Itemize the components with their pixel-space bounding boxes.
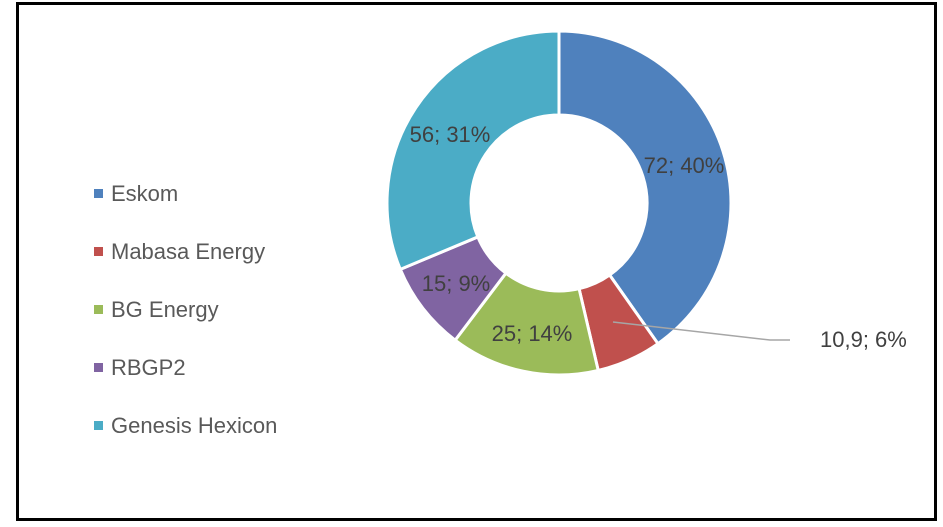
legend-swatch: [94, 421, 103, 430]
legend-label: BG Energy: [111, 296, 219, 322]
data-label-rbgp2: 15; 9%: [422, 271, 491, 296]
legend-item-genesis-hexicon: Genesis Hexicon: [94, 411, 277, 440]
legend-swatch: [94, 363, 103, 372]
legend-swatch: [94, 305, 103, 314]
data-label-bg-energy: 25; 14%: [492, 321, 573, 346]
data-label-eskom: 72; 40%: [644, 153, 725, 178]
donut-slice-genesis-hexicon: [385, 29, 561, 272]
leader-line: [612, 321, 790, 341]
legend-item-mabasa-energy: Mabasa Energy: [94, 237, 277, 266]
chart-legend: Eskom Mabasa Energy BG Energy RBGP2 Gene…: [94, 179, 277, 469]
legend-swatch: [94, 247, 103, 256]
donut-slice-eskom: [557, 29, 733, 346]
legend-item-eskom: Eskom: [94, 179, 277, 208]
legend-label: Genesis Hexicon: [111, 412, 278, 438]
legend-item-bg-energy: BG Energy: [94, 295, 277, 324]
legend-label: Eskom: [111, 180, 179, 206]
data-label-genesis-hexicon: 56; 31%: [410, 122, 491, 147]
legend-label: RBGP2: [111, 354, 186, 380]
legend-item-rbgp2: RBGP2: [94, 353, 277, 382]
legend-label: Mabasa Energy: [111, 238, 266, 264]
legend-swatch: [94, 189, 103, 198]
data-label-mabasa-energy: 10,9; 6%: [820, 327, 907, 352]
